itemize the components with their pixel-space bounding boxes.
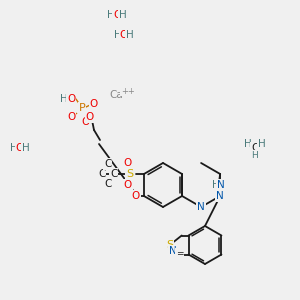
Text: H: H [252,151,258,160]
Text: O: O [81,117,89,127]
Text: O: O [90,99,98,109]
Text: H: H [126,30,134,40]
Text: H: H [10,143,18,153]
Text: O: O [132,191,140,201]
Text: H: H [60,94,68,104]
Text: H: H [22,143,30,153]
Text: O: O [16,143,24,153]
Text: C: C [104,159,112,169]
Text: P: P [79,103,86,113]
Text: H: H [212,180,220,190]
Text: ++: ++ [121,86,135,95]
Text: H: H [258,139,266,149]
Text: S: S [126,169,134,179]
Text: N: N [216,191,224,201]
Text: O: O [124,158,132,168]
Text: C: C [251,143,259,153]
Text: H: H [107,10,115,20]
Text: S: S [166,240,173,250]
Text: O: O [67,112,75,122]
Text: C: C [110,169,118,179]
Text: Ca: Ca [109,90,123,100]
Text: O: O [124,180,132,190]
Text: C: C [104,179,112,189]
Text: N: N [217,180,225,190]
Text: N: N [197,202,205,212]
Text: O: O [113,10,121,20]
Text: H: H [114,30,122,40]
Text: =: = [176,249,183,258]
Text: O: O [86,112,94,122]
Text: O: O [67,94,75,104]
Text: H: H [244,139,252,149]
Text: C: C [98,169,106,179]
Text: N: N [169,245,176,256]
Text: H: H [119,10,127,20]
Text: O: O [120,30,128,40]
